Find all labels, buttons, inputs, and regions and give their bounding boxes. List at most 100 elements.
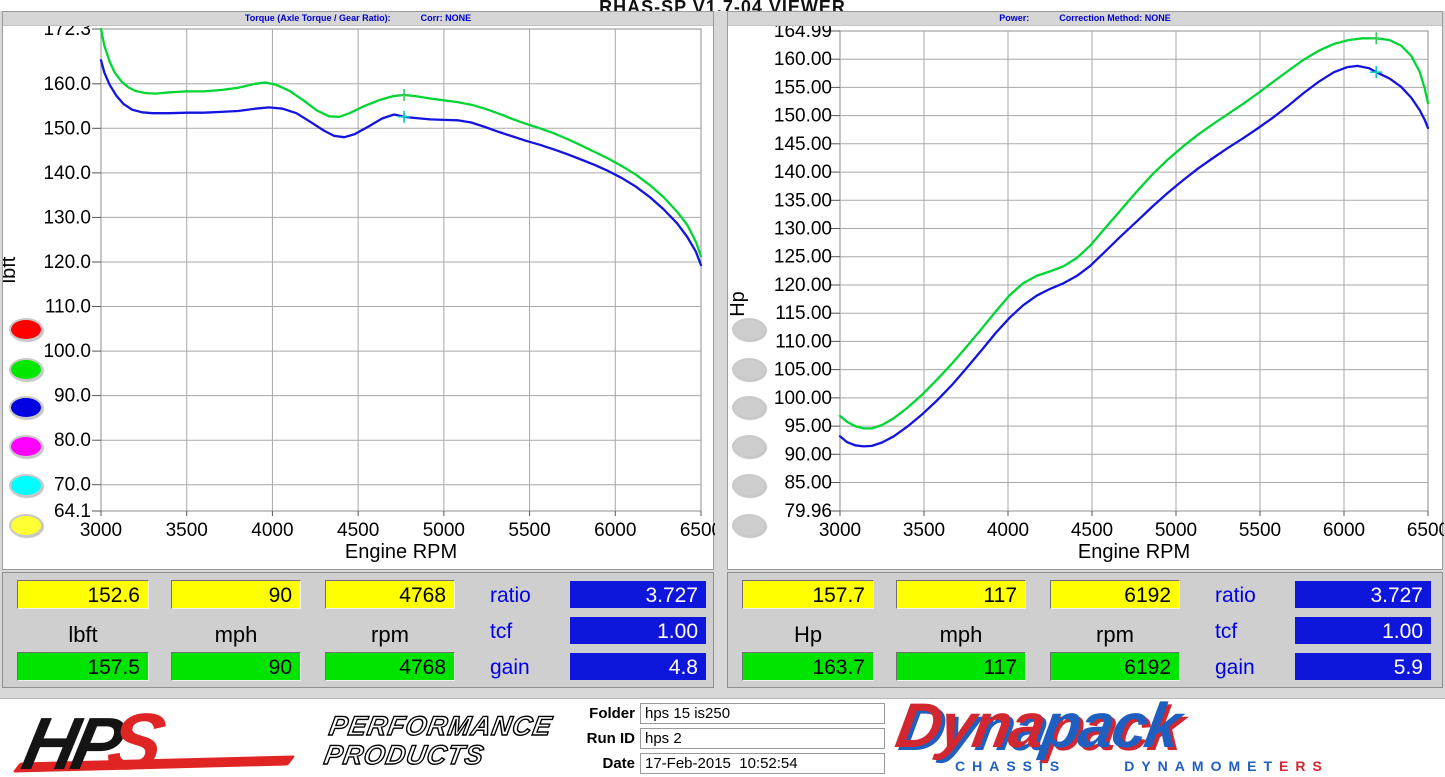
x-tick-label: 4500 <box>1071 520 1113 541</box>
x-tick-label: 6000 <box>1323 520 1365 541</box>
torque-curve-blue-run <box>99 59 703 267</box>
x-tick-label: 6500 <box>680 520 715 541</box>
x-tick-label: 4000 <box>251 520 293 541</box>
power-x-axis-title: Engine RPM <box>1078 541 1190 563</box>
dynapack-dyna: Dyna <box>890 691 1050 761</box>
y-tick-label: 80.0 <box>54 430 91 451</box>
power-header-title: Power: <box>999 13 1030 23</box>
dynapack-pack: pack <box>1036 691 1185 761</box>
y-tick-label: 64.1 <box>54 501 91 522</box>
gain-label: gain <box>1215 656 1255 679</box>
dynapack-logo: Dynapack CHASSIS DYNAMOMETERS <box>891 691 1442 777</box>
torque-run-mph: 90 <box>171 652 301 681</box>
tcf-label: tcf <box>1215 620 1238 643</box>
dynapack-wordmark: Dynapack <box>891 691 1185 761</box>
run-color-button-red[interactable] <box>9 318 43 341</box>
torque-run-value: 157.5 <box>17 652 149 681</box>
y-tick-label: 115.00 <box>775 303 832 324</box>
y-tick-label: 160.00 <box>774 49 832 70</box>
torque-cursor-rpm: 4768 <box>325 580 455 609</box>
torque-unit-label: lbft <box>68 622 98 647</box>
torque-curve-green-run <box>99 27 703 258</box>
torque-header-title: Torque (Axle Torque / Gear Ratio): <box>244 13 391 23</box>
run-color-button-cyan[interactable] <box>9 474 43 497</box>
window-title: RHAS-SP V1.7-04 VIEWER <box>599 0 846 11</box>
hps-tagline: PERFORMANCE PRODUCTS <box>321 710 555 770</box>
torque-header-corr: Corr: NONE <box>420 13 472 23</box>
ratio-value: 3.727 <box>570 581 706 608</box>
torque-plot-area <box>100 28 702 512</box>
power-y-axis-title: Hp <box>728 291 749 317</box>
y-tick-label: 79.96 <box>784 501 832 522</box>
window-titlebar: RHAS-SP V1.7-04 VIEWER <box>0 0 1445 11</box>
run-color-button-yellow[interactable] <box>9 514 43 537</box>
hps-wordmark: HPS <box>15 696 173 777</box>
torque-run-rpm: 4768 <box>325 652 455 681</box>
torque-y-axis-title: lbft <box>3 256 20 283</box>
run-id-label: Run ID <box>586 730 635 747</box>
x-tick-label: 6500 <box>1407 520 1444 541</box>
rpm-unit-label: rpm <box>371 622 409 647</box>
y-tick-label: 95.00 <box>784 416 832 437</box>
footer-divider <box>0 688 1445 699</box>
y-tick-label: 135.00 <box>774 190 832 211</box>
torque-chart: 30003500400045005000550060006500172.3160… <box>3 19 715 563</box>
run-color-button-gray-2[interactable] <box>732 358 766 381</box>
x-tick-label: 4000 <box>987 520 1029 541</box>
dynapack-subtitle: CHASSIS DYNAMOMETERS <box>955 758 1329 774</box>
power-run-value: 163.7 <box>742 652 874 681</box>
y-tick-label: 150.00 <box>774 106 832 127</box>
run-color-button-green[interactable] <box>9 358 43 381</box>
hp-unit-label: Hp <box>793 622 823 647</box>
dynapack-dynamomet: DYNAMOMET <box>1124 758 1280 774</box>
date-row: Date <box>540 753 885 774</box>
y-tick-label: 110.0 <box>45 297 91 318</box>
date-input[interactable] <box>640 753 885 774</box>
y-tick-label: 140.0 <box>43 163 91 184</box>
run-color-button-blue[interactable] <box>9 396 43 419</box>
run-color-button-gray-5[interactable] <box>732 474 766 497</box>
mph-unit-label: mph <box>939 622 983 647</box>
power-chart: 3000 3500 4000 4500 5000 5500 6000 6500164.9916… <box>728 21 1444 563</box>
run-id-input[interactable] <box>640 728 885 749</box>
power-cursor-rpm: 6192 <box>1050 580 1180 609</box>
date-label: Date <box>602 755 635 772</box>
hps-tagline-line1: PERFORMANCE <box>326 710 555 741</box>
y-tick-label: 90.00 <box>784 444 832 465</box>
power-readout-panel: 157.7 117 6192 Hp mph rpm 163.7 117 6192… <box>727 572 1443 688</box>
y-tick-label: 155.00 <box>774 77 832 98</box>
run-color-button-gray-1[interactable] <box>732 318 766 341</box>
run-color-button-gray-3[interactable] <box>732 396 766 419</box>
dynapack-chassis: CHASSIS <box>955 758 1067 774</box>
rpm-unit-label: rpm <box>1096 622 1134 647</box>
gain-value: 5.9 <box>1295 653 1431 680</box>
y-tick-label: 130.00 <box>774 219 832 240</box>
run-color-button-gray-6[interactable] <box>732 514 766 537</box>
gain-label: gain <box>490 656 530 679</box>
y-tick-label: 125.00 <box>774 247 832 268</box>
x-tick-label: 3000 <box>819 520 861 541</box>
x-tick-label: 4500 <box>337 520 379 541</box>
power-plot-area <box>839 30 1429 512</box>
y-tick-label: 105.00 <box>774 360 832 381</box>
y-tick-label: 85.00 <box>784 473 832 494</box>
y-tick-label: 70.0 <box>54 475 91 496</box>
run-color-button-gray-4[interactable] <box>732 435 766 458</box>
run-color-button-magenta[interactable] <box>9 435 43 458</box>
y-tick-label: 150.0 <box>43 118 91 139</box>
power-chart-panel: Power: Correction Method: NONE 3000 3500 40… <box>727 11 1444 570</box>
footer: HPS PERFORMANCE PRODUCTS Folder Run ID D… <box>0 691 1445 777</box>
x-tick-label: 5000 <box>1155 520 1197 541</box>
folder-input[interactable] <box>640 703 885 724</box>
torque-chart-header: Torque (Axle Torque / Gear Ratio): Corr: … <box>3 12 713 26</box>
y-tick-label: 120.0 <box>43 252 91 273</box>
power-cursor-value: 157.7 <box>742 580 874 609</box>
y-tick-label: 110.00 <box>775 331 832 352</box>
torque-chart-panel: Torque (Axle Torque / Gear Ratio): Corr: … <box>2 11 715 570</box>
y-tick-label: 90.0 <box>54 386 91 407</box>
y-tick-label: 130.0 <box>43 207 91 228</box>
x-tick-label: 5500 <box>1239 520 1281 541</box>
power-curve-green-run <box>838 37 1430 430</box>
y-tick-label: 160.0 <box>43 74 91 95</box>
